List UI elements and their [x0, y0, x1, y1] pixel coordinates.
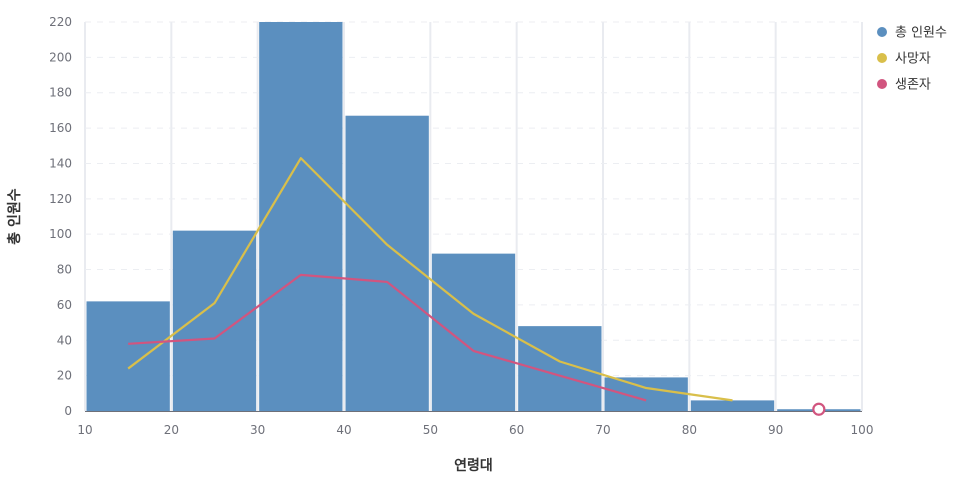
y-tick-label: 180 [49, 86, 72, 100]
y-tick-label: 140 [49, 156, 72, 170]
histogram-bar[interactable] [690, 400, 775, 411]
x-tick-label: 40 [336, 423, 351, 437]
x-tick-label: 80 [682, 423, 697, 437]
y-tick-label: 80 [57, 263, 72, 277]
histogram-bar[interactable] [604, 377, 688, 411]
legend-label[interactable]: 총 인원수 [895, 26, 947, 41]
y-tick-label: 220 [49, 15, 72, 29]
x-axis-title: 연령대 [454, 458, 493, 474]
histogram-bar[interactable] [431, 253, 516, 411]
y-tick-label: 60 [57, 298, 72, 312]
y-tick-label: 200 [49, 50, 72, 64]
y-axis-title: 총 인원수 [6, 188, 23, 245]
x-tick-label: 90 [768, 423, 783, 437]
series-lines [127, 157, 826, 416]
histogram-bar[interactable] [345, 115, 429, 412]
x-tick-label: 70 [595, 423, 610, 437]
y-tick-label: 40 [57, 333, 72, 347]
series-line[interactable] [128, 273, 647, 402]
x-tick-label: 30 [250, 423, 265, 437]
series-line[interactable] [127, 157, 733, 402]
histogram-bar[interactable] [86, 301, 170, 411]
series-point[interactable] [812, 402, 826, 416]
y-tick-label: 160 [49, 121, 72, 135]
legend-label[interactable]: 생존자 [895, 78, 931, 93]
y-tick-label: 20 [57, 369, 72, 383]
x-tick-label: 20 [164, 423, 179, 437]
y-tick-label: 100 [49, 227, 72, 241]
x-tick-label: 60 [509, 423, 524, 437]
axes: 10 20 30 40 50 60 70 80 90 100 0 20 40 60 80 100 120 140 1… [49, 15, 873, 437]
bars [86, 22, 861, 412]
y-tick-label: 0 [64, 404, 72, 418]
histogram-bar[interactable] [518, 326, 602, 411]
histogram-bar[interactable] [172, 230, 257, 411]
x-tick-label: 10 [77, 423, 92, 437]
x-tick-label: 50 [423, 423, 438, 437]
legend-label[interactable]: 사망자 [895, 52, 931, 67]
legend-marker[interactable] [877, 53, 887, 63]
legend-marker[interactable] [877, 79, 887, 89]
histogram-bar[interactable] [259, 22, 343, 411]
x-tick-label: 100 [851, 423, 874, 437]
y-tick-label: 120 [49, 192, 72, 206]
legend-marker[interactable] [877, 27, 887, 37]
